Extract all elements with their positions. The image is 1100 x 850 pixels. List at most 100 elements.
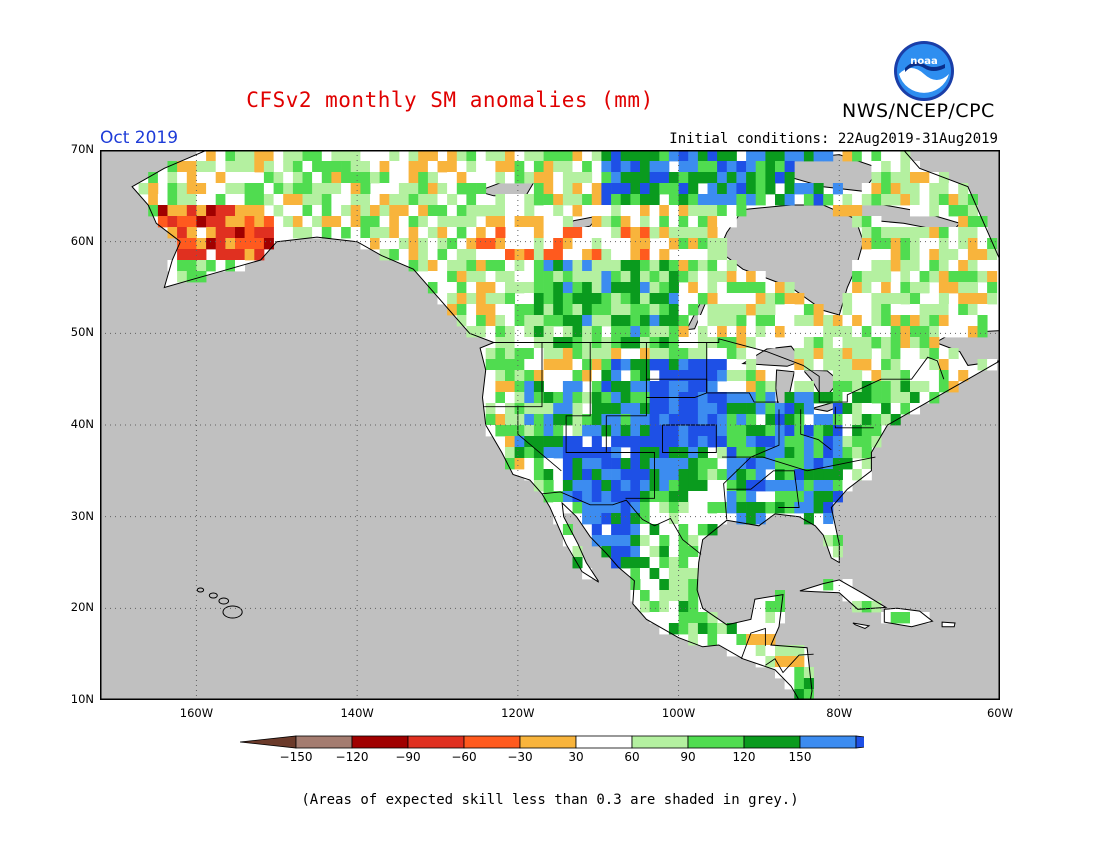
anomaly-cell bbox=[697, 425, 708, 437]
anomaly-cell bbox=[881, 183, 892, 195]
anomaly-cell bbox=[659, 172, 670, 184]
anomaly-cell bbox=[456, 249, 467, 261]
anomaly-cell bbox=[852, 370, 863, 382]
anomaly-cell bbox=[717, 414, 728, 426]
colorbar-left-arrow bbox=[239, 735, 297, 749]
anomaly-cell bbox=[524, 194, 535, 206]
anomaly-cell bbox=[572, 260, 583, 272]
anomaly-cell bbox=[794, 458, 805, 470]
anomaly-cell bbox=[803, 425, 814, 437]
anomaly-cell bbox=[707, 403, 718, 415]
anomaly-cell bbox=[611, 359, 622, 371]
anomaly-cell bbox=[881, 282, 892, 294]
anomaly-cell bbox=[562, 480, 573, 492]
anomaly-cell bbox=[938, 304, 949, 316]
anomaly-cell bbox=[177, 249, 188, 261]
anomaly-cell bbox=[485, 172, 496, 184]
anomaly-cell bbox=[784, 491, 795, 503]
anomaly-cell bbox=[591, 535, 602, 547]
anomaly-cell bbox=[668, 172, 679, 184]
anomaly-cell bbox=[967, 238, 978, 250]
anomaly-cell bbox=[803, 689, 814, 701]
anomaly-cell bbox=[562, 161, 573, 173]
anomaly-cell bbox=[562, 502, 573, 514]
anomaly-cell bbox=[832, 403, 843, 415]
anomaly-cell bbox=[775, 447, 786, 459]
anomaly-cell bbox=[813, 458, 824, 470]
anomaly-cell bbox=[736, 634, 747, 646]
anomaly-cell bbox=[611, 227, 622, 239]
anomaly-cell bbox=[524, 425, 535, 437]
anomaly-cell bbox=[533, 293, 544, 305]
anomaly-cell bbox=[958, 227, 969, 239]
anomaly-cell bbox=[842, 458, 853, 470]
anomaly-cell bbox=[398, 161, 409, 173]
anomaly-cell bbox=[958, 194, 969, 206]
anomaly-cell bbox=[167, 183, 178, 195]
anomaly-cell bbox=[668, 370, 679, 382]
anomaly-cell bbox=[601, 502, 612, 514]
anomaly-cell bbox=[948, 348, 959, 360]
anomaly-cell bbox=[427, 282, 438, 294]
anomaly-cell bbox=[659, 381, 670, 393]
anomaly-cell bbox=[630, 271, 641, 283]
anomaly-cell bbox=[370, 172, 381, 184]
anomaly-cell bbox=[620, 238, 631, 250]
anomaly-cell bbox=[775, 194, 786, 206]
anomaly-cell bbox=[505, 238, 516, 250]
anomaly-cell bbox=[649, 172, 660, 184]
anomaly-cell bbox=[726, 634, 737, 646]
colorbar-swatch bbox=[463, 735, 521, 749]
anomaly-cell bbox=[649, 227, 660, 239]
anomaly-cell bbox=[553, 161, 564, 173]
anomaly-cell bbox=[225, 238, 236, 250]
anomaly-cell bbox=[611, 557, 622, 569]
anomaly-cell bbox=[910, 612, 921, 624]
anomaly-cell bbox=[620, 183, 631, 195]
anomaly-cell bbox=[418, 150, 429, 162]
anomaly-cell bbox=[505, 293, 516, 305]
anomaly-cell bbox=[408, 161, 419, 173]
anomaly-cell bbox=[495, 238, 506, 250]
anomaly-cell bbox=[823, 579, 834, 591]
anomaly-cell bbox=[823, 513, 834, 525]
anomaly-cell bbox=[186, 238, 197, 250]
anomaly-cell bbox=[611, 392, 622, 404]
anomaly-cell bbox=[553, 227, 564, 239]
anomaly-cell bbox=[948, 304, 959, 316]
anomaly-cell bbox=[370, 161, 381, 173]
anomaly-cell bbox=[890, 392, 901, 404]
anomaly-cell bbox=[852, 337, 863, 349]
anomaly-cell bbox=[871, 381, 882, 393]
anomaly-cell bbox=[649, 194, 660, 206]
anomaly-cell bbox=[524, 260, 535, 272]
anomaly-cell bbox=[505, 458, 516, 470]
anomaly-cell bbox=[447, 238, 458, 250]
anomaly-cell bbox=[244, 227, 255, 239]
anomaly-cell bbox=[697, 612, 708, 624]
anomaly-cell bbox=[803, 469, 814, 481]
anomaly-cell bbox=[910, 183, 921, 195]
anomaly-cell bbox=[900, 183, 911, 195]
anomaly-cell bbox=[505, 216, 516, 228]
anomaly-cell bbox=[572, 205, 583, 217]
anomaly-cell bbox=[746, 282, 757, 294]
anomaly-cell bbox=[591, 425, 602, 437]
anomaly-cell bbox=[601, 271, 612, 283]
anomaly-cell bbox=[456, 205, 467, 217]
anomaly-cell bbox=[717, 491, 728, 503]
anomaly-cell bbox=[746, 414, 757, 426]
anomaly-cell bbox=[697, 458, 708, 470]
anomaly-cell bbox=[794, 678, 805, 690]
anomaly-cell bbox=[196, 150, 207, 162]
anomaly-cell bbox=[852, 194, 863, 206]
anomaly-cell bbox=[244, 249, 255, 261]
anomaly-cell bbox=[900, 337, 911, 349]
anomaly-cell bbox=[331, 194, 342, 206]
anomaly-cell bbox=[167, 216, 178, 228]
anomaly-cell bbox=[263, 238, 274, 250]
anomaly-cell bbox=[659, 304, 670, 316]
anomaly-cell bbox=[476, 205, 487, 217]
anomaly-cell bbox=[186, 183, 197, 195]
anomaly-cell bbox=[186, 161, 197, 173]
